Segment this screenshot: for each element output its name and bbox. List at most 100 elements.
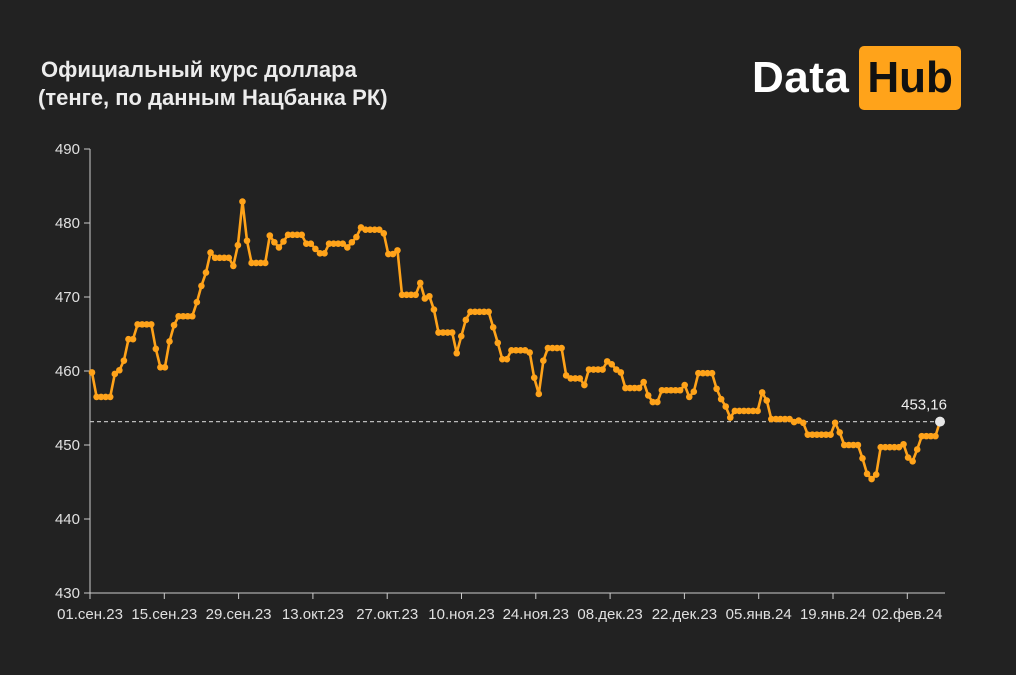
x-tick-label: 29.сен.23 <box>206 606 272 623</box>
data-point <box>590 366 597 373</box>
data-point <box>225 254 233 262</box>
data-point <box>567 375 575 382</box>
data-point <box>157 364 164 371</box>
y-tick-label: 480 <box>55 215 80 232</box>
data-point <box>394 247 401 254</box>
data-point <box>654 398 661 406</box>
data-point <box>398 291 406 299</box>
data-point <box>932 432 939 440</box>
x-tick-label: 10.ноя.23 <box>428 606 494 623</box>
data-point <box>499 355 506 363</box>
data-point <box>138 321 146 328</box>
data-point <box>298 231 306 239</box>
data-point <box>457 332 465 340</box>
data-point <box>681 381 688 389</box>
data-point <box>576 375 584 382</box>
data-point <box>854 441 862 449</box>
data-point <box>758 389 766 396</box>
data-point <box>704 369 711 377</box>
data-point <box>599 366 606 373</box>
data-point <box>193 298 201 306</box>
data-point <box>307 240 315 248</box>
data-point <box>302 240 310 248</box>
data-point <box>348 238 356 246</box>
data-point <box>809 431 816 438</box>
data-point <box>211 254 219 262</box>
data-point <box>344 244 351 251</box>
data-point <box>818 431 825 438</box>
data-point <box>453 349 461 357</box>
data-point <box>918 432 926 440</box>
data-point <box>271 238 278 246</box>
data-point <box>745 407 752 415</box>
data-point <box>891 443 898 451</box>
data-point <box>558 344 565 352</box>
chart-title: Официальный курс доллара (тенге, по данн… <box>38 56 388 112</box>
data-point <box>97 393 105 401</box>
data-point <box>900 440 907 448</box>
y-tick-label: 490 <box>55 141 80 158</box>
data-point <box>435 329 442 336</box>
data-point <box>799 419 807 427</box>
data-point <box>508 346 515 354</box>
data-point <box>831 419 839 427</box>
data-point <box>699 369 707 377</box>
data-point <box>375 226 383 233</box>
data-point <box>147 321 155 328</box>
data-point <box>339 240 347 248</box>
data-point <box>923 432 930 440</box>
data-point <box>872 471 880 478</box>
last-value-label: 453,16 <box>901 397 947 414</box>
data-point <box>179 312 187 320</box>
data-point <box>248 259 255 267</box>
data-point <box>549 344 556 352</box>
data-point <box>239 198 246 205</box>
data-point <box>868 475 875 483</box>
data-point <box>467 308 474 316</box>
data-point <box>649 398 657 406</box>
data-point <box>777 415 784 423</box>
data-point <box>261 259 269 267</box>
data-point <box>366 226 374 233</box>
y-tick-label: 450 <box>55 437 80 454</box>
data-point <box>909 457 916 465</box>
data-point <box>544 344 552 352</box>
data-point <box>904 454 912 461</box>
data-point <box>462 316 470 324</box>
data-point <box>266 232 274 239</box>
data-point <box>512 346 520 354</box>
data-point <box>220 254 228 262</box>
chart-title-line1: Официальный курс доллара <box>41 57 357 82</box>
x-tick-label: 01.сен.23 <box>57 606 123 623</box>
x-tick-label: 02.фев.24 <box>872 606 942 623</box>
data-point <box>749 407 757 415</box>
y-tick-label: 440 <box>55 511 80 528</box>
data-point <box>129 335 137 343</box>
data-point <box>189 312 196 320</box>
data-point <box>316 250 324 257</box>
data-point <box>695 369 702 377</box>
data-point <box>690 388 698 396</box>
data-point <box>88 369 96 376</box>
y-tick-label: 430 <box>55 585 80 602</box>
data-point <box>230 262 237 270</box>
data-point <box>927 432 935 440</box>
data-point <box>371 226 378 233</box>
data-point <box>571 375 579 382</box>
data-point <box>325 240 333 248</box>
data-point <box>93 393 100 401</box>
data-point <box>362 226 369 233</box>
data-point <box>321 250 328 257</box>
x-tick-label: 08.дек.23 <box>577 606 642 623</box>
logo-text-hub: Hub <box>859 46 961 110</box>
chart-axes: 430 440 450 460 470 480 490 01.сен.23 15.сен.23 2… <box>55 141 945 623</box>
data-point <box>827 431 834 438</box>
data-point <box>120 357 128 364</box>
data-point <box>202 269 210 276</box>
chart-title-line2: (тенге, по данным Нацбанка РК) <box>38 85 388 110</box>
data-point <box>234 241 242 249</box>
data-point <box>726 414 734 421</box>
data-point <box>717 395 725 403</box>
data-point <box>676 386 684 394</box>
